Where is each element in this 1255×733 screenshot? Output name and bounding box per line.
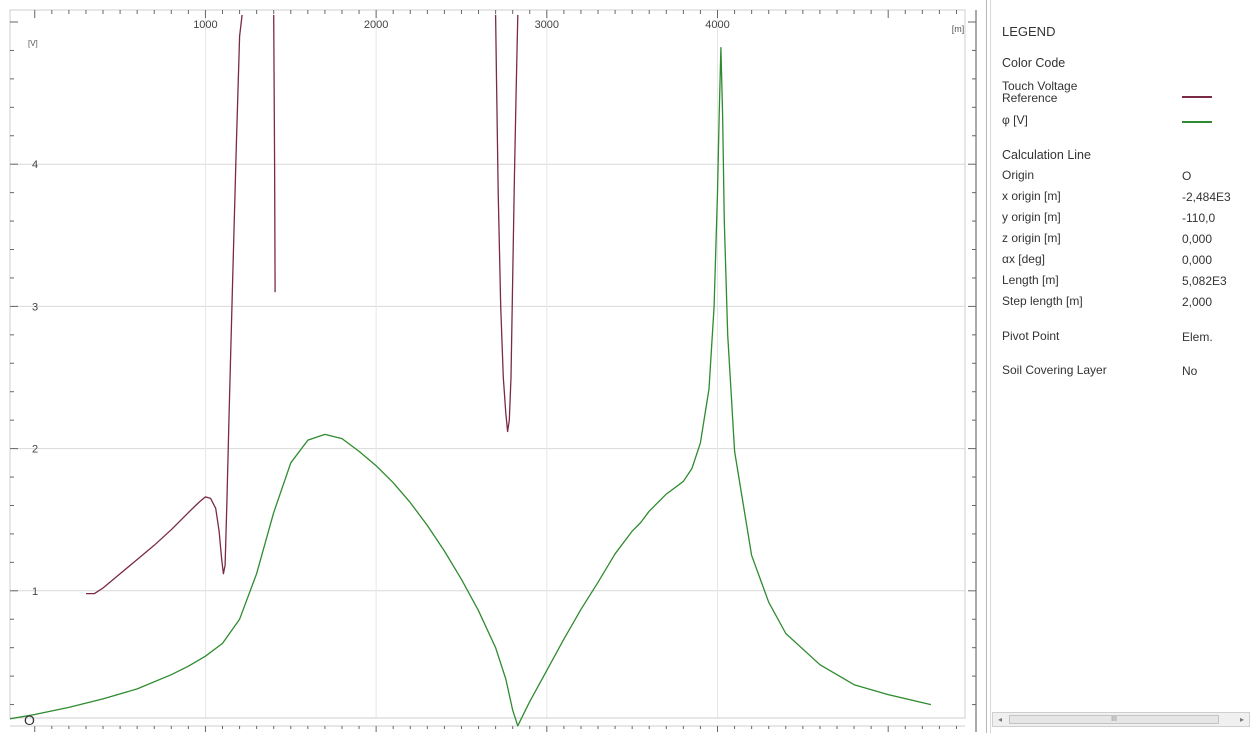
row-x-origin-value: -2,484E3	[1182, 190, 1231, 204]
row-origin-value: O	[1182, 169, 1192, 183]
origin-label: O	[24, 712, 35, 728]
y-tick-label: 3	[32, 301, 38, 313]
scrollbar-thumb[interactable]: III	[1009, 715, 1219, 724]
row-alpha-x-label: αx [deg]	[1002, 252, 1045, 266]
calculation-line-heading: Calculation Line	[1002, 148, 1091, 162]
soil-covering-layer-label: Soil Covering Layer	[1002, 363, 1107, 377]
touch-voltage-line-segment-0	[86, 14, 243, 595]
y-tick-label: 2	[32, 444, 38, 456]
scroll-right-arrow-icon[interactable]: ▸	[1239, 715, 1244, 724]
pivot-point-value: Elem.	[1182, 330, 1213, 344]
row-length-value: 5,082E3	[1182, 274, 1227, 288]
panel-splitter[interactable]	[990, 0, 991, 733]
x-tick-label: 4000	[705, 19, 729, 31]
plot-area[interactable]: 1000 2000 3000 4000 1 2 3 4 [V] [m] O	[0, 0, 985, 733]
row-origin-label: Origin	[1002, 168, 1035, 182]
color-code-heading: Color Code	[1002, 56, 1066, 70]
x-unit-label: [m]	[952, 24, 965, 34]
touch-voltage-line-segment-1	[273, 14, 276, 293]
legend-panel: LEGEND Color Code Touch Voltage Referenc…	[992, 0, 1255, 733]
touch-voltage-line-segment-2	[494, 14, 519, 433]
row-length-label: Length [m]	[1002, 273, 1059, 287]
plot-frame	[9, 9, 966, 719]
row-step-length-label: Step length [m]	[1002, 294, 1083, 308]
panel-divider	[986, 0, 987, 733]
row-y-origin-value: -110,0	[1182, 211, 1216, 225]
soil-covering-layer-value: No	[1182, 364, 1198, 378]
legend-swatch-phi	[1182, 121, 1212, 123]
x-tick-label: 1000	[193, 19, 217, 31]
x-tick-label: 3000	[535, 19, 559, 31]
scroll-left-arrow-icon[interactable]: ◂	[997, 715, 1002, 724]
x-tick-label: 2000	[364, 19, 388, 31]
pivot-point-label: Pivot Point	[1002, 329, 1060, 343]
y-tick-label: 4	[32, 159, 38, 171]
horizontal-scrollbar[interactable]: ◂ III ▸	[992, 712, 1250, 727]
row-z-origin-value: 0,000	[1182, 232, 1213, 246]
row-y-origin-label: y origin [m]	[1002, 210, 1061, 224]
legend-title: LEGEND	[1002, 24, 1056, 39]
y-tick-label: 1	[32, 586, 38, 598]
row-z-origin-label: z origin [m]	[1002, 231, 1061, 245]
phi-line-segment-0	[10, 46, 932, 727]
line-chart: 1000 2000 3000 4000 1 2 3 4 [V] [m]	[9, 9, 977, 732]
y-unit-label: [V]	[28, 39, 38, 48]
row-alpha-x-value: 0,000	[1182, 253, 1213, 267]
row-step-length-value: 2,000	[1182, 295, 1213, 309]
legend-series-label-phi: φ [V]	[1002, 113, 1028, 127]
legend-swatch-touch-voltage	[1182, 96, 1212, 98]
row-x-origin-label: x origin [m]	[1002, 189, 1061, 203]
legend-series-label-touch-voltage: Touch Voltage Reference	[1002, 79, 1078, 105]
